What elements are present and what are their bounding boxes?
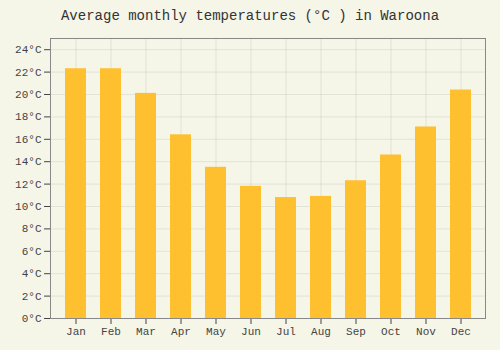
- svg-text:Mar: Mar: [136, 326, 156, 338]
- svg-text:Feb: Feb: [101, 326, 121, 338]
- svg-text:6°C: 6°C: [22, 246, 42, 258]
- svg-text:Jun: Jun: [241, 326, 261, 338]
- svg-text:16°C: 16°C: [15, 134, 42, 146]
- html-text:Average monthly temperatures (: Average monthly temperatures (°C ) in Wa…: [61, 8, 439, 24]
- svg-text:4°C: 4°C: [22, 268, 42, 280]
- svg-text:Dec: Dec: [451, 326, 471, 338]
- svg-text:Apr: Apr: [171, 326, 191, 338]
- svg-text:14°C: 14°C: [15, 156, 42, 168]
- svg-text:10°C: 10°C: [15, 201, 42, 213]
- svg-text:May: May: [206, 326, 226, 338]
- svg-text:Oct: Oct: [381, 326, 401, 338]
- svg-text:18°C: 18°C: [15, 111, 42, 123]
- svg-text:Jul: Jul: [276, 326, 296, 338]
- svg-text:Nov: Nov: [416, 326, 436, 338]
- svg-text:Sep: Sep: [346, 326, 366, 338]
- svg-text:8°C: 8°C: [22, 223, 42, 235]
- svg-text:24°C: 24°C: [15, 44, 42, 56]
- svg-text:22°C: 22°C: [15, 67, 42, 79]
- svg-text:Aug: Aug: [311, 326, 331, 338]
- svg-text:0°C: 0°C: [22, 313, 42, 325]
- svg-text:12°C: 12°C: [15, 179, 42, 191]
- svg-text:Jan: Jan: [66, 326, 86, 338]
- svg-text:2°C: 2°C: [22, 291, 42, 303]
- svg-text:20°C: 20°C: [15, 89, 42, 101]
